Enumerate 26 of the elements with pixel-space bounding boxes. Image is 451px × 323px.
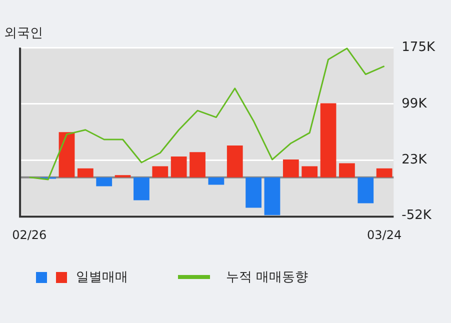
bar — [170, 156, 187, 178]
chart-title: 외국인 — [4, 26, 43, 42]
bar — [190, 152, 206, 178]
y-tick-label: 99K — [402, 96, 428, 112]
bar — [282, 160, 299, 178]
bar — [226, 145, 243, 178]
bar — [264, 177, 280, 216]
bar — [134, 177, 150, 200]
x-tick-label: 02/26 — [12, 228, 47, 242]
bar — [208, 177, 224, 185]
bar — [376, 168, 392, 178]
bar — [77, 168, 94, 178]
y-tick-label: 23K — [402, 152, 428, 168]
bar — [96, 177, 112, 186]
legend-label: 일별매매 — [76, 269, 128, 286]
bar — [58, 132, 75, 178]
x-tick-label: 03/24 — [367, 228, 402, 242]
legend-label: 누적 매매동향 — [226, 269, 308, 286]
bar — [320, 103, 336, 178]
bar — [246, 177, 262, 208]
bar — [339, 163, 355, 178]
y-tick-label: -52K — [402, 208, 432, 224]
bar — [152, 166, 168, 178]
bar — [358, 177, 374, 204]
bar — [302, 166, 318, 178]
y-tick-label: 175K — [402, 40, 436, 55]
